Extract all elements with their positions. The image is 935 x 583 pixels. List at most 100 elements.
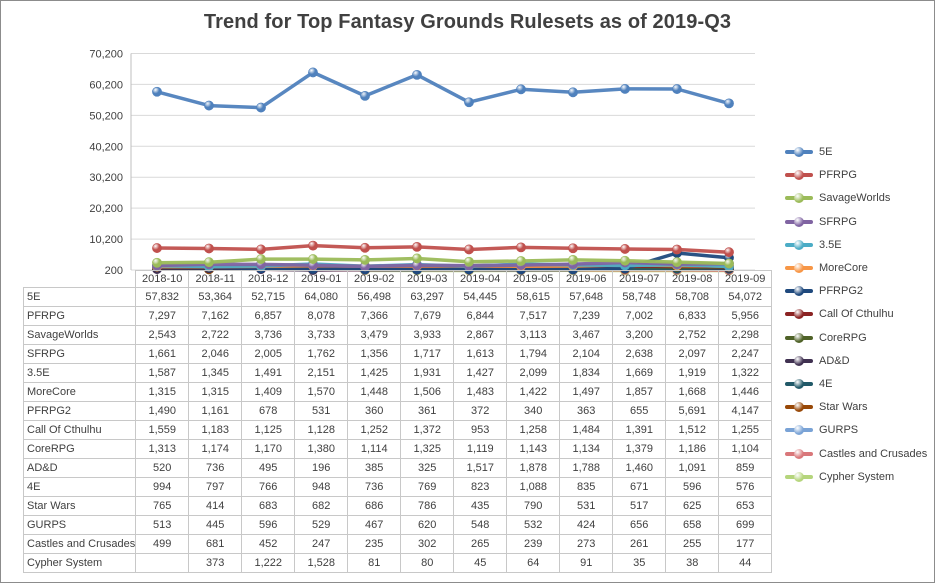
table-cell: 1,315 [188, 382, 243, 402]
table-cell: 1,345 [188, 363, 243, 383]
row-label: Cypher System [22, 553, 137, 573]
table-cell: 1,448 [347, 382, 402, 402]
data-point [204, 100, 214, 111]
data-point [464, 97, 474, 108]
table-cell: 499 [135, 534, 190, 554]
legend-swatch [785, 448, 813, 459]
legend-item: Cypher System [785, 469, 894, 485]
table-cell: 823 [453, 477, 508, 497]
table-row: Call Of Cthulhu 1,559 1,183 1,125 1,128 1,252… [22, 420, 773, 440]
table-cell: 1,931 [400, 363, 455, 383]
table-cell: 1,497 [559, 382, 614, 402]
table-cell: 273 [559, 534, 614, 554]
table-cell: 953 [453, 420, 508, 440]
legend-label: PFRPG [819, 169, 857, 182]
data-point [412, 69, 422, 80]
table-cell: 2,097 [665, 344, 720, 364]
table-cell: 373 [188, 553, 243, 573]
table-cell: 1,878 [506, 458, 561, 478]
legend-item: GURPS [785, 422, 858, 438]
table-cell: 655 [612, 401, 667, 421]
table-row: SFRPG 1,661 2,046 2,005 1,762 1,356 1,717 1,613… [22, 344, 773, 364]
table-cell: 35 [612, 553, 667, 573]
legend-label: SFRPG [819, 215, 857, 228]
table-cell: 38 [665, 553, 720, 573]
legend-item: SFRPG [785, 214, 857, 230]
table-row: MoreCore 1,315 1,315 1,409 1,570 1,448 1,506 1,… [22, 382, 773, 402]
table-cell: 620 [400, 515, 455, 535]
legend-swatch [785, 239, 813, 250]
category-label: 2019-05 [506, 270, 561, 288]
table-cell: 1,587 [135, 363, 190, 383]
table-cell: 3,479 [347, 325, 402, 345]
table-cell: 1,490 [135, 401, 190, 421]
row-label: Call Of Cthulhu [22, 420, 137, 440]
category-label: 2019-08 [665, 270, 720, 288]
table-cell: 325 [400, 458, 455, 478]
table-cell: 769 [400, 477, 455, 497]
series-line [155, 243, 731, 254]
legend-label: AD&D [819, 354, 850, 367]
data-point [256, 102, 266, 113]
data-point [152, 86, 162, 97]
legend-item: 5E [785, 144, 832, 160]
data-point [672, 84, 682, 94]
table-cell: 7,517 [506, 306, 561, 326]
table-row: Cypher System 373 1,222 1,528 81 80 45 64 91 35 38… [22, 553, 773, 573]
data-point [152, 257, 162, 268]
data-point [152, 243, 162, 253]
legend-swatch [785, 309, 813, 320]
table-cell: 7,297 [135, 306, 190, 326]
series-line [155, 70, 731, 110]
table-cell: 5,691 [665, 401, 720, 421]
table-cell: 2,099 [506, 363, 561, 383]
legend-item: MoreCore [785, 260, 868, 276]
table-cell: 596 [241, 515, 296, 535]
table-cell: 1,409 [241, 382, 296, 402]
table-cell: 1,222 [241, 553, 296, 573]
table-cell: 681 [188, 534, 243, 554]
table-cell: 2,543 [135, 325, 190, 345]
table-cell: 1,356 [347, 344, 402, 364]
table-cell: 683 [241, 496, 296, 516]
legend-swatch [785, 471, 813, 482]
legend-label: Star Wars [819, 401, 868, 414]
table-cell: 435 [453, 496, 508, 516]
table-cell: 52,715 [241, 287, 296, 307]
table-cell: 1,669 [612, 363, 667, 383]
y-tick-label: 30,200 [89, 172, 123, 184]
table-cell: 596 [665, 477, 720, 497]
legend-swatch [785, 379, 813, 389]
table-cell: 63,297 [400, 287, 455, 307]
row-label: GURPS [22, 515, 137, 535]
table-cell: 3,467 [559, 325, 614, 345]
table-cell: 414 [188, 496, 243, 516]
table-cell: 495 [241, 458, 296, 478]
table-cell: 1,446 [718, 382, 773, 402]
table-cell: 532 [506, 515, 561, 535]
table-cell: 1,379 [612, 439, 667, 459]
table-cell: 361 [400, 401, 455, 421]
legend-label: PFRPG2 [819, 285, 864, 298]
table-cell: 1,143 [506, 439, 561, 459]
table-cell: 1,668 [665, 382, 720, 402]
legend-label: Call Of Cthulhu [819, 308, 894, 321]
row-label: SavageWorlds [22, 325, 137, 345]
table-cell: 1,427 [453, 363, 508, 383]
table-cell: 765 [135, 496, 190, 516]
table-cell: 2,247 [718, 344, 773, 364]
table-cell: 1,422 [506, 382, 561, 402]
table-cell: 54,445 [453, 287, 508, 307]
table-cell: 6,857 [241, 306, 296, 326]
table-cell: 1,613 [453, 344, 508, 364]
row-label: CoreRPG [22, 439, 137, 459]
data-point [308, 254, 318, 264]
table-cell: 4,147 [718, 401, 773, 421]
data-point [308, 240, 318, 251]
table-cell: 1,857 [612, 382, 667, 402]
y-tick-label: 70,200 [89, 49, 123, 61]
table-cell: 6,833 [665, 306, 720, 326]
table-cell: 360 [347, 401, 402, 421]
table-cell: 520 [135, 458, 190, 478]
table-row: PFRPG 7,297 7,162 6,857 8,078 7,366 7,679 6,844… [22, 306, 773, 326]
